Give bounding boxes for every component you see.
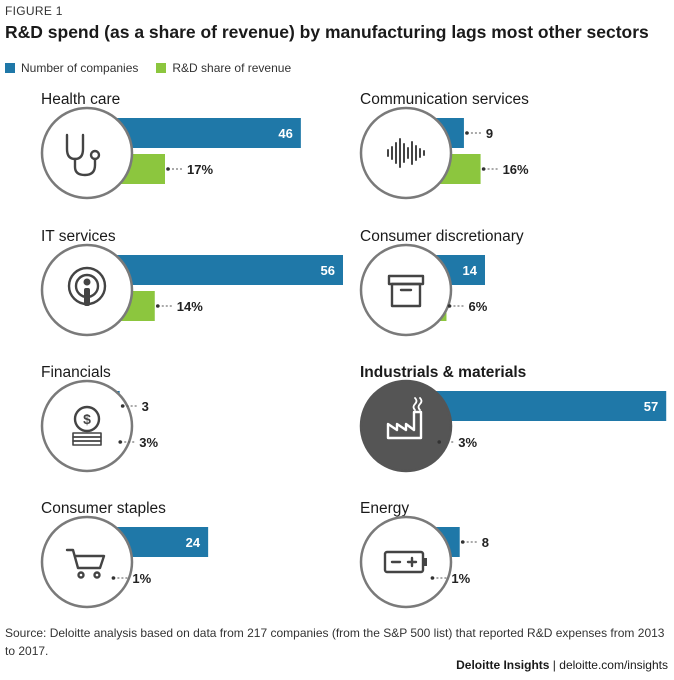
data-label-share: 1% bbox=[132, 571, 151, 586]
leader-dot bbox=[155, 304, 160, 308]
stethoscope-icon bbox=[65, 133, 101, 177]
sector-energy: Energy 8 1% bbox=[359, 500, 489, 609]
sector-consumer-staples: Consumer staples 24 1% bbox=[40, 500, 209, 609]
data-label-companies: 9 bbox=[486, 126, 493, 141]
sector-industrials-materials: Industrials & materials 57 3% bbox=[359, 364, 667, 473]
legend-item-share: R&D share of revenue bbox=[156, 61, 291, 75]
legend-item-companies: Number of companies bbox=[5, 61, 138, 75]
chart-area: Health care 46 17% Communication services 9 1… bbox=[40, 91, 667, 609]
bar-companies bbox=[107, 118, 301, 148]
sector-communication-services: Communication services 9 16% bbox=[359, 91, 529, 200]
leader-dot bbox=[118, 440, 123, 444]
data-label-share: 6% bbox=[468, 299, 487, 314]
data-label-share: 3% bbox=[139, 435, 158, 450]
legend-swatch-share bbox=[156, 63, 167, 73]
data-label-companies: 57 bbox=[644, 399, 658, 414]
sector-label: Communication services bbox=[360, 91, 529, 108]
sector-circle bbox=[40, 515, 134, 609]
coins-icon: $ bbox=[72, 405, 102, 446]
sector-it-services: IT services 56 14% bbox=[40, 228, 343, 337]
leader-dot bbox=[481, 167, 486, 171]
data-label-companies: 46 bbox=[278, 126, 292, 141]
bar-companies bbox=[426, 391, 667, 421]
leader-dot bbox=[430, 576, 435, 580]
legend-label-companies: Number of companies bbox=[21, 61, 139, 75]
source-note: Source: Deloitte analysis based on data … bbox=[5, 626, 665, 658]
leader-dot bbox=[120, 404, 125, 408]
leader-dot bbox=[465, 131, 469, 135]
sound-wave-icon bbox=[387, 138, 425, 168]
data-label-share: 17% bbox=[187, 162, 213, 177]
factory-icon bbox=[386, 397, 423, 440]
sector-label: Financials bbox=[41, 364, 111, 381]
box-icon bbox=[387, 274, 425, 308]
data-label-share: 14% bbox=[177, 299, 203, 314]
chart-title: R&D spend (as a share of revenue) by man… bbox=[5, 22, 649, 42]
data-label-share: 1% bbox=[451, 571, 470, 586]
data-label-companies: 8 bbox=[482, 535, 489, 550]
footer-url: deloitte.com/insights bbox=[559, 658, 668, 672]
sector-consumer-discretionary: Consumer discretionary 14 6% bbox=[359, 228, 524, 337]
data-label-companies: 56 bbox=[321, 263, 335, 278]
leader-dot bbox=[437, 440, 442, 444]
sector-label: Energy bbox=[360, 500, 409, 517]
battery-icon bbox=[383, 550, 427, 574]
leader-dot bbox=[166, 167, 170, 171]
sector-circle bbox=[359, 515, 453, 609]
bar-companies bbox=[107, 255, 343, 285]
legend: Number of companies R&D share of revenue bbox=[5, 61, 309, 75]
sector-label: Consumer staples bbox=[41, 500, 166, 517]
sector-label: Health care bbox=[41, 91, 120, 108]
legend-label-share: R&D share of revenue bbox=[172, 61, 292, 75]
sector-health-care: Health care 46 17% bbox=[40, 91, 301, 200]
leader-dot bbox=[447, 304, 452, 308]
data-label-share: 3% bbox=[458, 435, 477, 450]
footer: Deloitte Insights | deloitte.com/insight… bbox=[456, 658, 668, 672]
data-label-companies: 24 bbox=[186, 535, 201, 550]
footer-separator: | bbox=[549, 658, 560, 672]
sector-label: IT services bbox=[41, 228, 116, 245]
legend-swatch-companies bbox=[5, 63, 15, 73]
footer-brand: Deloitte Insights bbox=[456, 658, 550, 672]
podcast-icon bbox=[67, 266, 107, 306]
sector-financials: Financials $3 3% bbox=[40, 364, 158, 473]
data-label-companies: 3 bbox=[142, 399, 149, 414]
shopping-cart-icon bbox=[65, 548, 106, 579]
sector-circle bbox=[359, 106, 453, 200]
figure-label: FIGURE 1 bbox=[5, 4, 63, 18]
data-label-share: 16% bbox=[503, 162, 529, 177]
svg-text:$: $ bbox=[83, 411, 91, 427]
sector-label: Industrials & materials bbox=[360, 364, 526, 381]
sector-label: Consumer discretionary bbox=[360, 228, 524, 245]
leader-dot bbox=[460, 540, 465, 544]
leader-dot bbox=[111, 576, 116, 580]
sector-circle bbox=[40, 379, 134, 473]
data-label-companies: 14 bbox=[463, 263, 478, 278]
sector-circle bbox=[40, 106, 134, 200]
